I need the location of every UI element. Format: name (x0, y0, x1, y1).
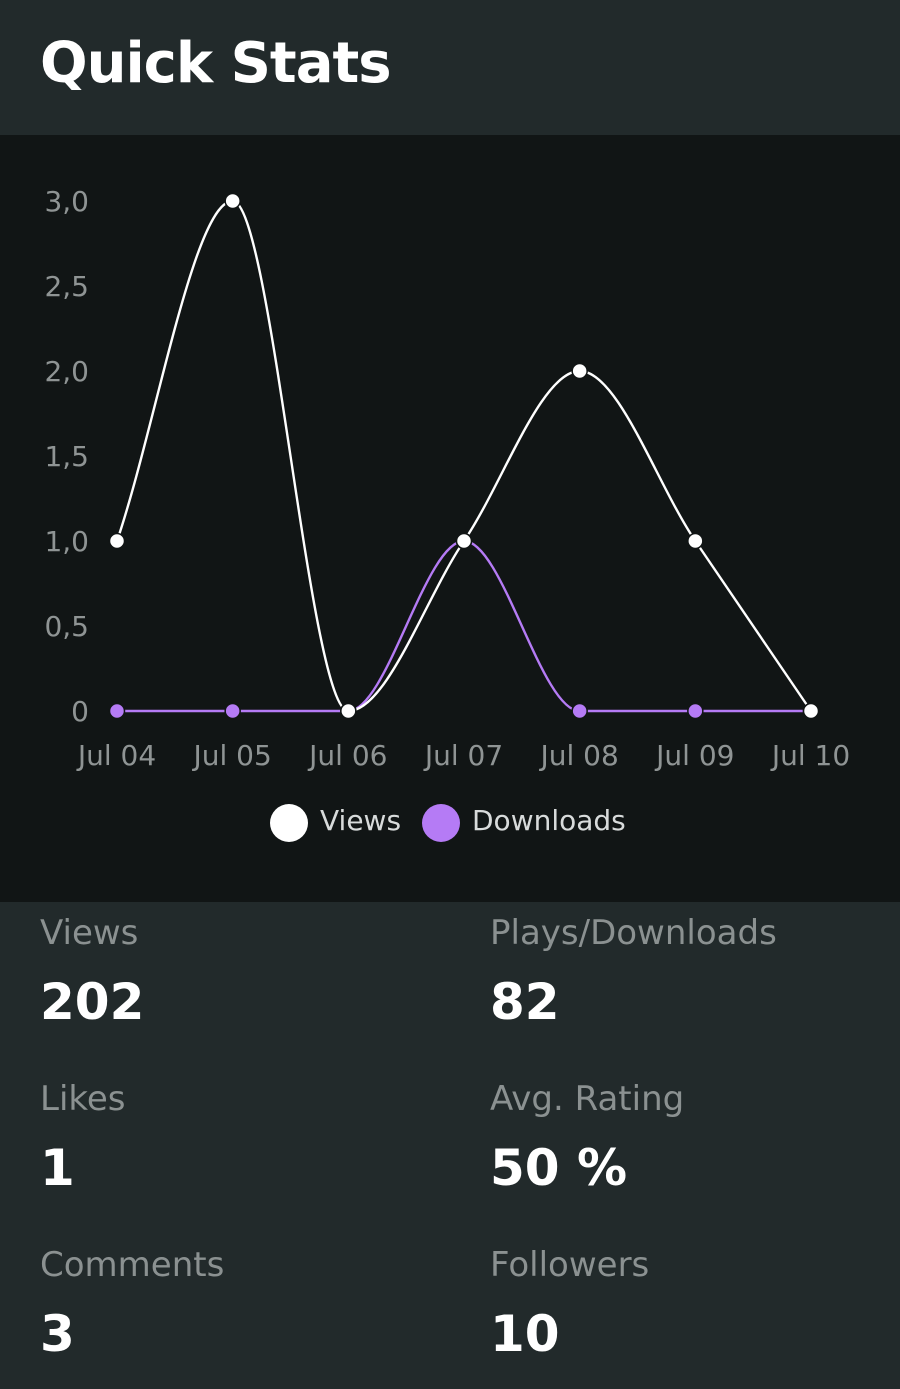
y-tick-label: 2,0 (44, 355, 89, 388)
y-tick-label: 3,0 (44, 185, 89, 218)
line-chart: 00,51,01,52,02,53,0 Jul 04 Jul 05 Jul 06 Ju… (44, 185, 850, 842)
data-point-downloads[interactable] (687, 702, 704, 720)
stat-value: 202 (40, 973, 145, 1031)
chart-panel: 0 0,5 1,0 1,5 2,0 2,5 3,0 Jul 04 Jul 05 Jul 06 Ju… (0, 135, 900, 902)
data-point-views[interactable] (455, 532, 473, 550)
x-tick-label: Jul 09 (654, 739, 734, 772)
stat-value: 3 (40, 1305, 75, 1363)
legend-label-downloads[interactable]: Downloads (472, 804, 626, 837)
data-point-downloads[interactable] (571, 702, 588, 720)
data-point-views[interactable] (571, 362, 588, 380)
data-point-views[interactable] (108, 532, 126, 550)
series-lines (115, 199, 812, 713)
stat-value: 10 (490, 1305, 560, 1363)
x-tick-label: Jul 07 (423, 739, 503, 772)
series-line-downloads (117, 539, 811, 713)
x-tick-label: Jul 04 (76, 739, 156, 772)
legend-swatch-views (270, 804, 308, 842)
stat-label: Avg. Rating (490, 1079, 685, 1119)
y-axis-ticks: 0 0,5 1,0 1,5 2,0 2,5 3,0 (44, 185, 89, 728)
data-point-views[interactable] (802, 702, 820, 720)
x-tick-label: Jul 08 (539, 739, 619, 772)
stat-value: 50 % (490, 1139, 628, 1197)
header: Quick Stats (0, 0, 900, 135)
data-point-views[interactable] (687, 532, 704, 550)
legend-label-views[interactable]: Views (320, 804, 401, 837)
data-point-views[interactable] (224, 192, 241, 210)
stats-grid: Views 202 Plays/Downloads 82 Likes 1 Avg… (0, 902, 900, 1389)
stat-label: Followers (490, 1245, 650, 1285)
x-tick-label: Jul 06 (307, 739, 387, 772)
stat-label: Plays/Downloads (490, 913, 777, 953)
legend: Views Downloads (270, 804, 626, 842)
x-tick-label: Jul 05 (192, 739, 272, 772)
stat-label: Likes (40, 1079, 126, 1119)
data-point-downloads[interactable] (108, 702, 126, 720)
y-tick-label: 0 (71, 695, 89, 728)
y-tick-label: 2,5 (44, 270, 89, 303)
y-tick-label: 1,5 (44, 440, 89, 473)
y-tick-label: 1,0 (44, 525, 89, 558)
data-point-downloads[interactable] (224, 702, 241, 720)
stat-value: 1 (40, 1139, 75, 1197)
x-tick-label: Jul 10 (770, 739, 850, 772)
x-axis-ticks: Jul 04 Jul 05 Jul 06 Jul 07 Jul 08 Jul 09 Jul … (76, 739, 850, 772)
stat-label: Comments (40, 1245, 225, 1285)
data-point-views[interactable] (340, 702, 357, 720)
series-line-views (115, 199, 812, 713)
y-tick-label: 0,5 (44, 610, 89, 643)
series-points (108, 192, 820, 720)
stat-value: 82 (490, 973, 560, 1031)
legend-swatch-downloads (422, 804, 460, 842)
page-title: Quick Stats (40, 31, 392, 96)
stat-label: Views (40, 913, 139, 953)
